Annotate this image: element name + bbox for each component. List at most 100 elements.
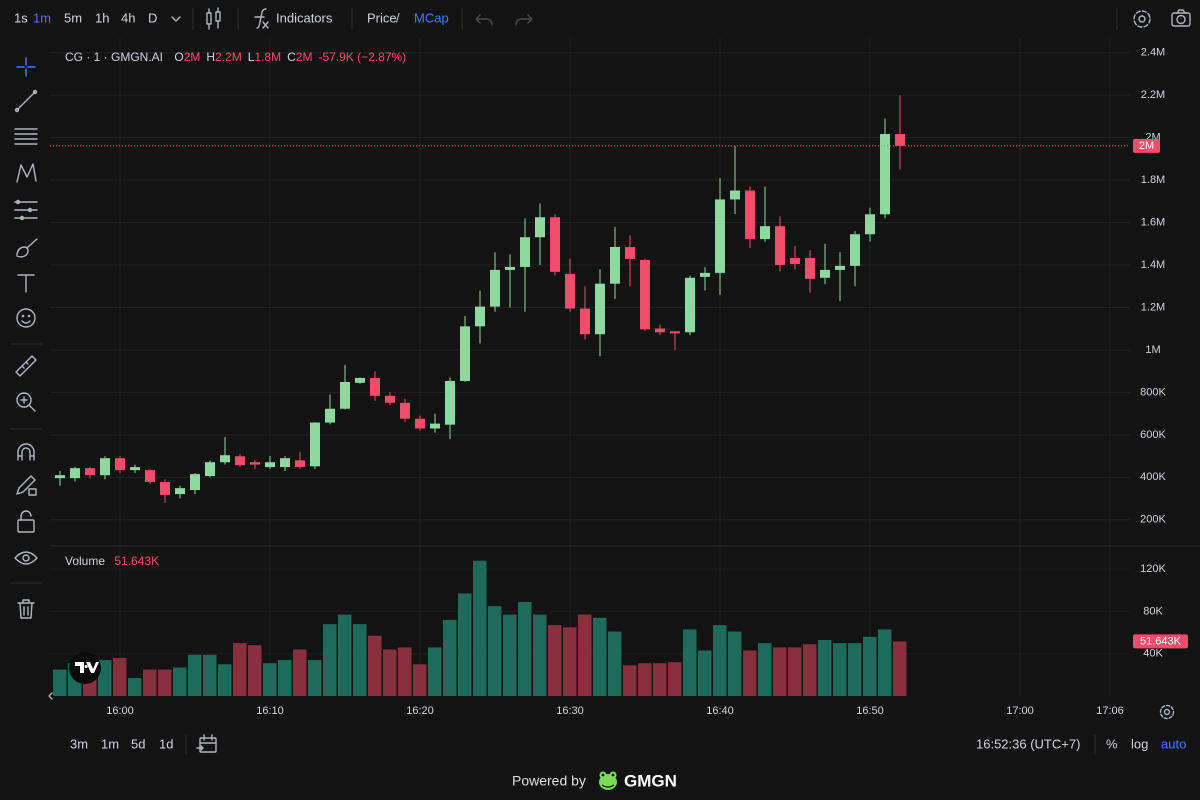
emoji-tool[interactable] <box>27 314 31 318</box>
volume-bar <box>143 669 157 696</box>
candle-body <box>370 377 380 396</box>
prediction-tool[interactable] <box>14 201 38 219</box>
prediction-tool[interactable] <box>14 199 38 221</box>
visibility-tool[interactable] <box>22 554 30 562</box>
top-toolbar: 1s 1m 5m 1h 4h D Indicators Price / MCap <box>14 7 1191 30</box>
range[interactable]: 5d <box>131 736 145 751</box>
volume-title: Volume <box>65 554 105 568</box>
prediction-tool[interactable] <box>15 199 21 205</box>
ruler-tool[interactable] <box>15 355 37 377</box>
zoom-tool[interactable] <box>16 392 32 408</box>
ruler-tool[interactable] <box>15 355 37 377</box>
camera-icon[interactable] <box>1176 9 1186 14</box>
emoji-tool[interactable] <box>21 314 25 318</box>
fx-icon[interactable] <box>262 21 269 29</box>
camera-icon[interactable] <box>1176 14 1186 25</box>
lock-drawing-tool[interactable] <box>28 488 37 496</box>
candle-body <box>685 277 695 333</box>
candle-body <box>490 269 500 307</box>
mcap-toggle[interactable]: MCap <box>414 10 449 25</box>
gmgn-logo <box>601 773 605 777</box>
percent-toggle[interactable]: % <box>1106 736 1118 751</box>
volume-bar <box>638 663 652 696</box>
interval[interactable]: 1h <box>95 10 109 25</box>
crosshair-tool[interactable] <box>16 57 36 77</box>
y-tick-label: 800K <box>1140 386 1166 398</box>
interval-active[interactable]: 1m <box>33 10 51 25</box>
undo[interactable] <box>475 14 493 26</box>
chart-type-icon[interactable] <box>206 7 221 30</box>
candle-body <box>760 226 770 240</box>
x-tick-label: 17:00 <box>1006 705 1034 717</box>
legend-key: O <box>174 50 183 64</box>
lock-tool[interactable] <box>17 510 35 533</box>
interval[interactable]: 5m <box>64 10 82 25</box>
candle-body <box>160 481 170 495</box>
volume-bar <box>128 678 142 696</box>
interval[interactable]: 4h <box>121 10 135 25</box>
trend-line-tool[interactable] <box>32 89 38 95</box>
camera-icon[interactable] <box>1171 12 1191 27</box>
range[interactable]: 1d <box>159 736 173 751</box>
delete-tool[interactable] <box>17 599 35 619</box>
text-tool[interactable] <box>17 274 35 293</box>
volume-bar <box>323 624 337 696</box>
zoom-tool[interactable] <box>20 396 36 412</box>
fib-tool[interactable] <box>14 128 38 145</box>
axis-settings-icon[interactable] <box>1163 708 1171 716</box>
price-toggle[interactable]: Price <box>367 10 397 25</box>
crosshair-tool[interactable] <box>16 57 36 77</box>
pattern-tool[interactable] <box>16 163 37 183</box>
calendar-icon[interactable] <box>196 734 217 751</box>
interval[interactable]: D <box>148 10 157 25</box>
auto-toggle[interactable]: auto <box>1161 736 1186 751</box>
x-tick-label: 16:20 <box>406 705 434 717</box>
camera-icon[interactable] <box>1171 9 1191 27</box>
settings-icon[interactable] <box>1138 15 1146 23</box>
emoji-tool[interactable] <box>16 308 36 328</box>
emoji-tool[interactable] <box>16 308 36 328</box>
axis-settings-icon[interactable] <box>1159 704 1175 720</box>
fx-icon[interactable] <box>254 8 269 29</box>
brush-tool[interactable] <box>16 238 38 258</box>
volume-bar <box>818 639 832 696</box>
volume-bar <box>188 654 202 696</box>
settings-icon[interactable] <box>1133 10 1151 28</box>
lock-tool[interactable] <box>17 519 35 533</box>
lock-drawing-tool[interactable] <box>16 475 36 495</box>
delete-tool[interactable] <box>17 599 35 619</box>
calendar-icon[interactable] <box>196 734 217 753</box>
scroll-left[interactable] <box>48 692 53 700</box>
trend-line-tool[interactable] <box>14 89 38 113</box>
prediction-tool[interactable] <box>19 215 25 221</box>
fib-tool[interactable] <box>14 128 38 145</box>
trend-line-tool[interactable] <box>14 107 20 113</box>
candle-body <box>505 266 515 270</box>
magnet-tool[interactable] <box>17 443 35 461</box>
visibility-tool[interactable] <box>14 551 38 565</box>
last-price-badge <box>1133 138 1160 153</box>
lock-tool[interactable] <box>20 510 32 521</box>
log-toggle[interactable]: log <box>1131 736 1148 751</box>
zoom-tool[interactable] <box>16 392 36 412</box>
axis-settings-icon[interactable] <box>1159 704 1175 720</box>
range[interactable]: 3m <box>70 736 88 751</box>
calendar-icon[interactable] <box>199 737 217 753</box>
chevron[interactable] <box>171 16 181 22</box>
lock-drawing-tool[interactable] <box>16 475 37 496</box>
pattern-tool[interactable] <box>16 163 37 183</box>
indicators-button[interactable]: Indicators <box>276 10 333 25</box>
magnet-tool[interactable] <box>17 443 35 461</box>
range[interactable]: 1m <box>101 736 119 751</box>
redo[interactable] <box>515 14 533 26</box>
settings-icon[interactable] <box>1133 10 1151 28</box>
trend-line-tool[interactable] <box>16 91 36 111</box>
visibility-tool[interactable] <box>14 551 38 565</box>
gmgn-logo <box>599 771 617 790</box>
interval[interactable]: 1s <box>14 10 28 25</box>
emoji-tool[interactable] <box>21 320 31 324</box>
text-tool[interactable] <box>17 274 35 293</box>
candle-body <box>895 134 905 146</box>
brush-tool[interactable] <box>16 238 38 258</box>
prediction-tool[interactable] <box>27 207 33 213</box>
